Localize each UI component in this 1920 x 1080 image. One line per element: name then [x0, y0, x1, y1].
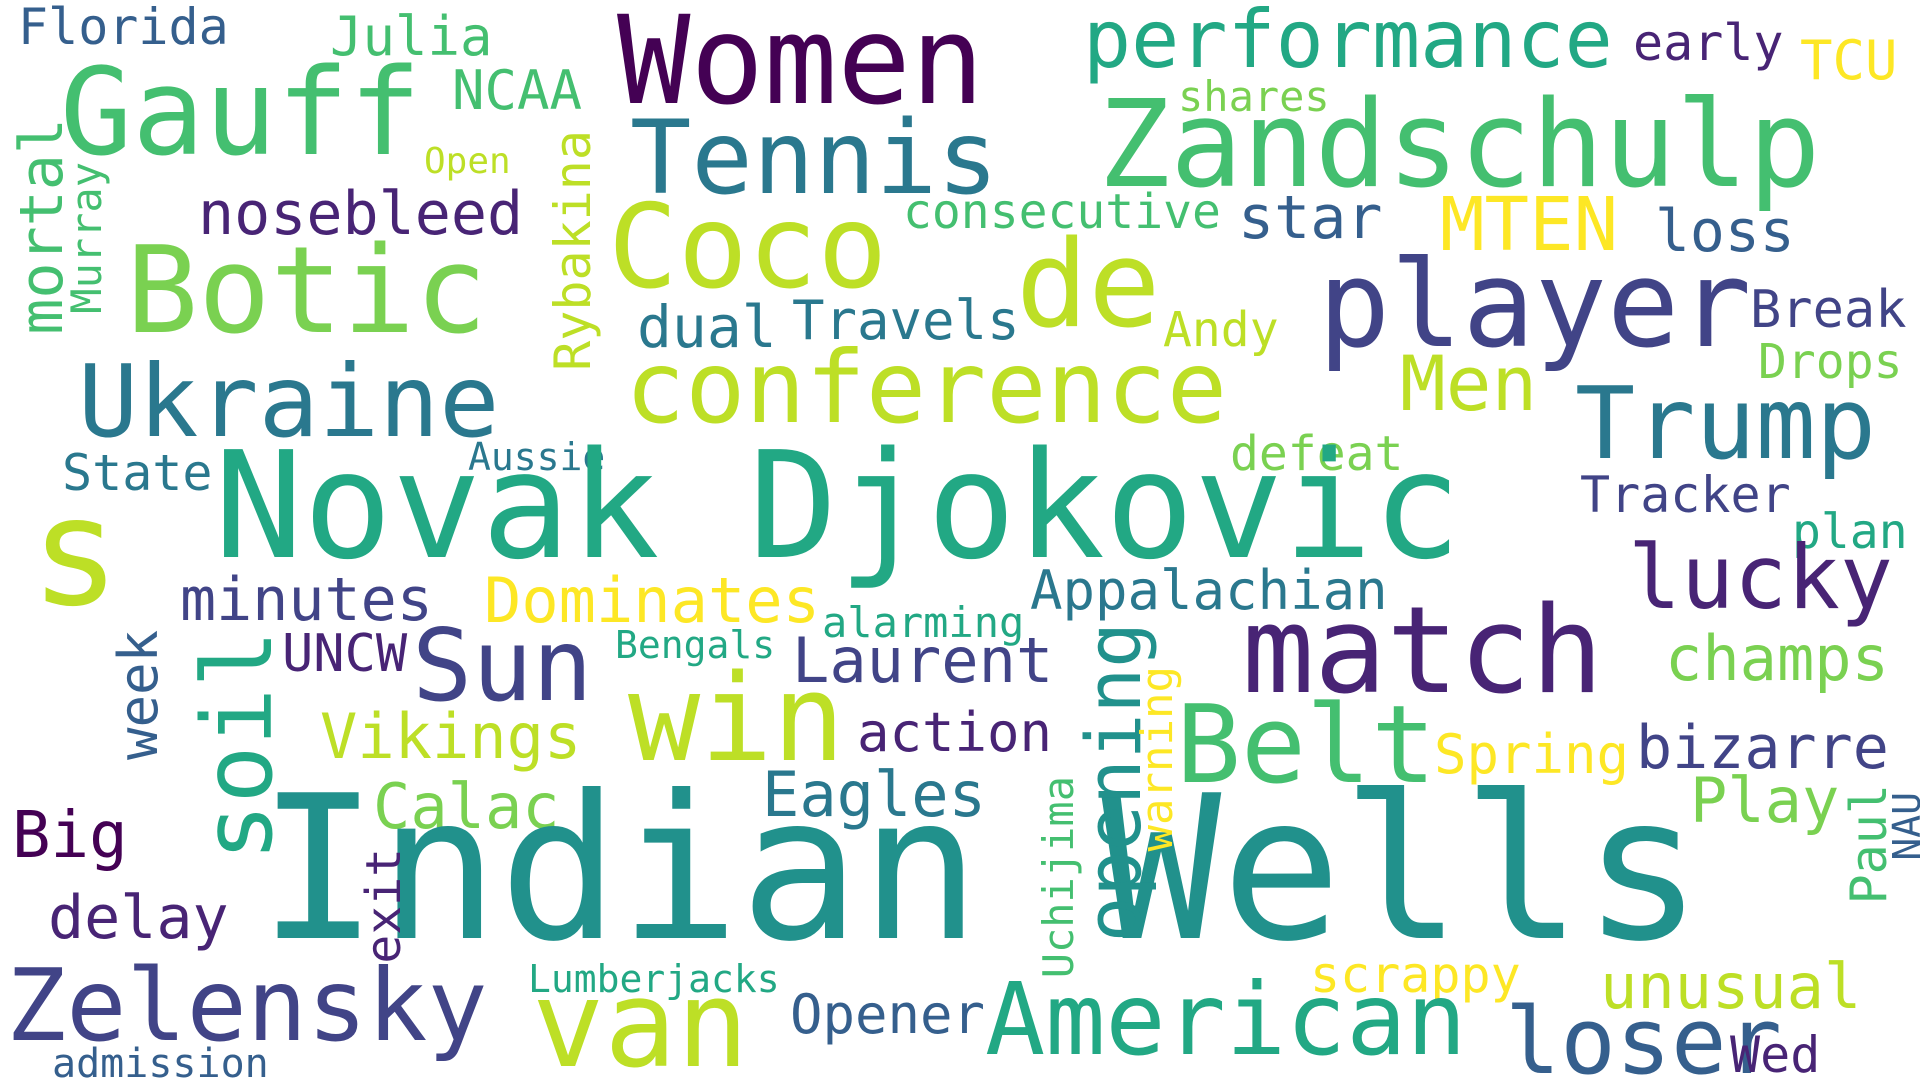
word-dual: dual: [637, 293, 777, 361]
word-lucky: lucky: [1628, 526, 1893, 629]
word-consecutive: consecutive: [903, 184, 1221, 240]
word-drops: Drops: [1758, 334, 1903, 390]
word-eagles: Eagles: [762, 758, 986, 831]
word-wed: Wed: [1730, 1026, 1821, 1080]
word-shares: shares: [1178, 72, 1330, 121]
word-match: match: [1242, 582, 1604, 721]
word-early: early: [1633, 14, 1784, 72]
word-action: action: [857, 701, 1053, 764]
word-champs: champs: [1665, 622, 1889, 695]
word-loss: loss: [1655, 197, 1795, 265]
word-laurent: Laurent: [792, 624, 1054, 697]
word-travels: Travels: [792, 289, 1020, 352]
word-tennis: Tennis: [630, 99, 999, 218]
word-rybakina: Rybakina: [544, 130, 602, 371]
word-botic: Botic: [126, 222, 488, 361]
word-soil: soil: [182, 630, 294, 862]
word-conference: conference: [625, 329, 1228, 446]
word-zelensky: Zelensky: [6, 947, 488, 1064]
word-de: de: [1016, 216, 1161, 355]
word-plan: plan: [1792, 504, 1908, 560]
word-exit: exit: [356, 848, 412, 964]
word-gauff: Gauff: [60, 44, 422, 183]
word-week: week: [107, 630, 170, 761]
word-trump: Trump: [1575, 365, 1877, 482]
word-tcu: TCU: [1800, 29, 1898, 92]
word-mten: MTEN: [1440, 182, 1619, 268]
word-bizarre: bizarre: [1636, 713, 1889, 783]
word-julia: Julia: [330, 5, 493, 68]
word-unusual: unusual: [1600, 950, 1862, 1023]
word-admission: admission: [52, 1041, 269, 1080]
word-big: Big: [12, 799, 128, 873]
word-vikings: Vikings: [320, 700, 582, 773]
word-women: Women: [617, 0, 985, 132]
word-alarming: alarming: [822, 598, 1025, 647]
word-nosebleed: nosebleed: [198, 179, 524, 249]
word-performance: performance: [1083, 0, 1613, 86]
word-bengals: Bengals: [615, 623, 776, 667]
word-coco: Coco: [608, 180, 888, 315]
word-minutes: minutes: [180, 565, 433, 635]
word-defeat: defeat: [1230, 426, 1404, 482]
word-star: star: [1238, 183, 1383, 253]
word-florida: Florida: [18, 0, 229, 56]
word-novak-djokovic: Novak Djokovic: [214, 420, 1462, 592]
word-zandschulp: Zandschulp: [1098, 76, 1821, 215]
word-uchijima: Uchijima: [1034, 776, 1083, 979]
word-win: win: [628, 650, 845, 789]
word-belt: Belt: [1176, 683, 1437, 808]
word-indian-wells: Indian Wells: [258, 753, 1703, 986]
word-dominates: Dominates: [484, 564, 820, 637]
word-s: s: [30, 466, 121, 640]
word-open: Open: [424, 141, 511, 182]
word-american: American: [985, 961, 1467, 1078]
word-spring: Spring: [1434, 723, 1630, 786]
word-murray: Murray: [62, 162, 111, 314]
word-play: Play: [1690, 764, 1840, 837]
word-andy: Andy: [1163, 302, 1279, 358]
word-opener: Opener: [790, 983, 986, 1046]
word-calac: Calac: [373, 770, 560, 843]
word-uncw: UNCW: [282, 624, 408, 684]
word-men: Men: [1400, 339, 1538, 428]
word-ncaa: NCAA: [452, 59, 583, 122]
word-lumberjacks: Lumberjacks: [528, 957, 780, 1001]
word-break: Break: [1750, 280, 1907, 340]
word-aussie: Aussie: [468, 435, 606, 479]
word-loser: loser: [1505, 988, 1782, 1080]
word-tracker: Tracker: [1580, 466, 1791, 524]
word-sun: Sun: [412, 607, 593, 724]
word-scrappy: scrappy: [1310, 946, 1521, 1004]
word-player: player: [1318, 236, 1752, 375]
word-ukraine: Ukraine: [78, 343, 500, 460]
word-nau: NAU: [1885, 792, 1920, 861]
word-delay: delay: [48, 883, 229, 953]
word-van: van: [532, 956, 749, 1080]
word-warning: warning: [1132, 666, 1183, 852]
word-appalachian: Appalachian: [1030, 559, 1388, 622]
word-state: State: [62, 444, 213, 502]
